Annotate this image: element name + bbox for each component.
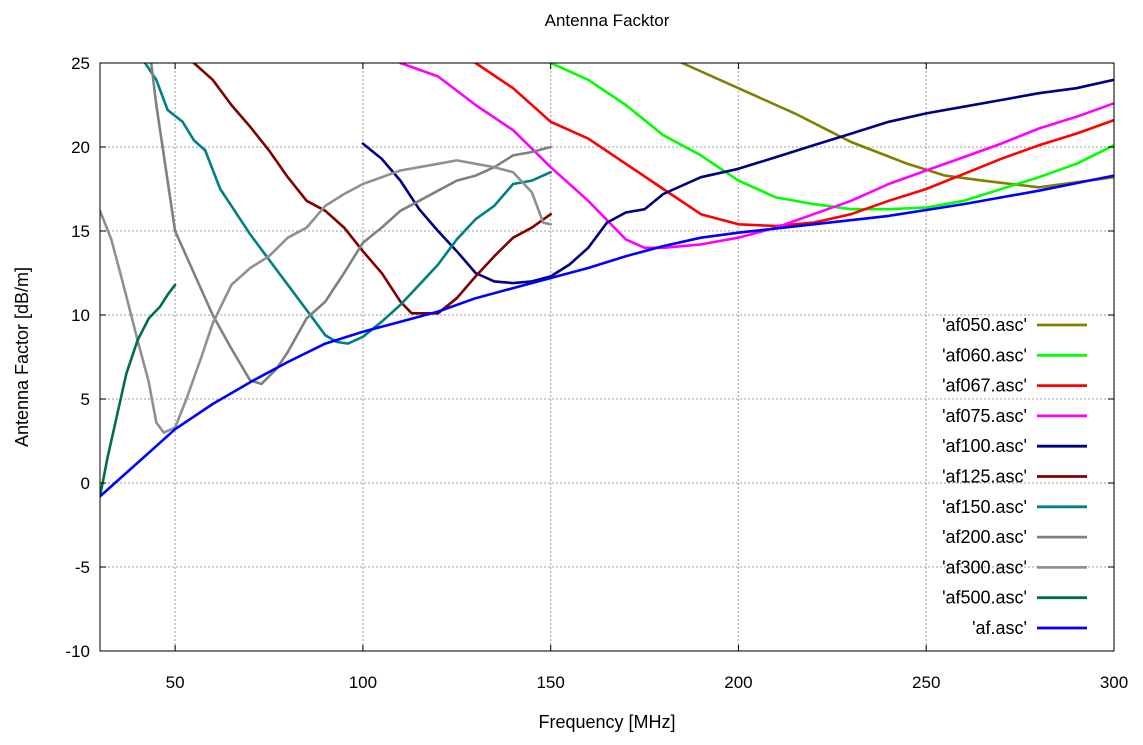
- legend-label: 'af150.asc': [942, 497, 1027, 517]
- legend-label: 'af075.asc': [942, 406, 1027, 426]
- y-tick-label: 10: [71, 306, 90, 325]
- y-tick-label: 20: [71, 138, 90, 157]
- legend: 'af050.asc' 'af060.asc' 'af067.asc' 'af075.…: [942, 315, 1087, 638]
- x-tick-label: 300: [1100, 673, 1128, 692]
- x-tick-label: 50: [166, 673, 185, 692]
- legend-label: 'af300.asc': [942, 557, 1027, 577]
- x-tick-label: 150: [536, 673, 564, 692]
- plot-frame: [99, 62, 1115, 652]
- legend-label: 'af500.asc': [942, 588, 1027, 608]
- legend-label: 'af067.asc': [942, 376, 1027, 396]
- series-line-4: [361, 78, 1114, 285]
- x-axis-label: Frequency [MHz]: [538, 712, 675, 732]
- legend-label: 'af125.asc': [942, 467, 1027, 487]
- x-tick-label: 100: [349, 673, 377, 692]
- y-tick-label: -10: [65, 642, 90, 661]
- series-line-7: [149, 63, 553, 386]
- legend-label: 'af100.asc': [942, 436, 1027, 456]
- chart-title: Antenna Facktor: [545, 11, 670, 30]
- x-tick-label: 200: [724, 673, 752, 692]
- series-line-0: [679, 63, 1114, 189]
- series-line-10: [100, 174, 1114, 498]
- legend-label: 'af200.asc': [942, 527, 1027, 547]
- series-line-5: [192, 63, 553, 315]
- y-tick-label: -5: [75, 558, 90, 577]
- series-layer: [100, 63, 1114, 498]
- series-line-9: [100, 283, 177, 498]
- tick-labels: 50 100 150 200 250 300 -10 -5 0 5 10 15 20 25: [65, 54, 1128, 692]
- y-axis-label: Antenna Factor [dB/m]: [12, 267, 32, 447]
- legend-label: 'af050.asc': [942, 315, 1027, 335]
- y-tick-label: 25: [71, 54, 90, 73]
- legend-label: 'af060.asc': [942, 345, 1027, 365]
- legend-label: 'af.asc': [972, 618, 1027, 638]
- series-line-3: [398, 63, 1114, 250]
- series-line-6: [143, 63, 553, 345]
- y-tick-label: 5: [81, 390, 90, 409]
- x-tick-label: 250: [912, 673, 940, 692]
- series-line-2: [473, 63, 1114, 228]
- y-tick-label: 15: [71, 222, 90, 241]
- y-tick-label: 0: [81, 474, 90, 493]
- series-line-8: [100, 159, 553, 434]
